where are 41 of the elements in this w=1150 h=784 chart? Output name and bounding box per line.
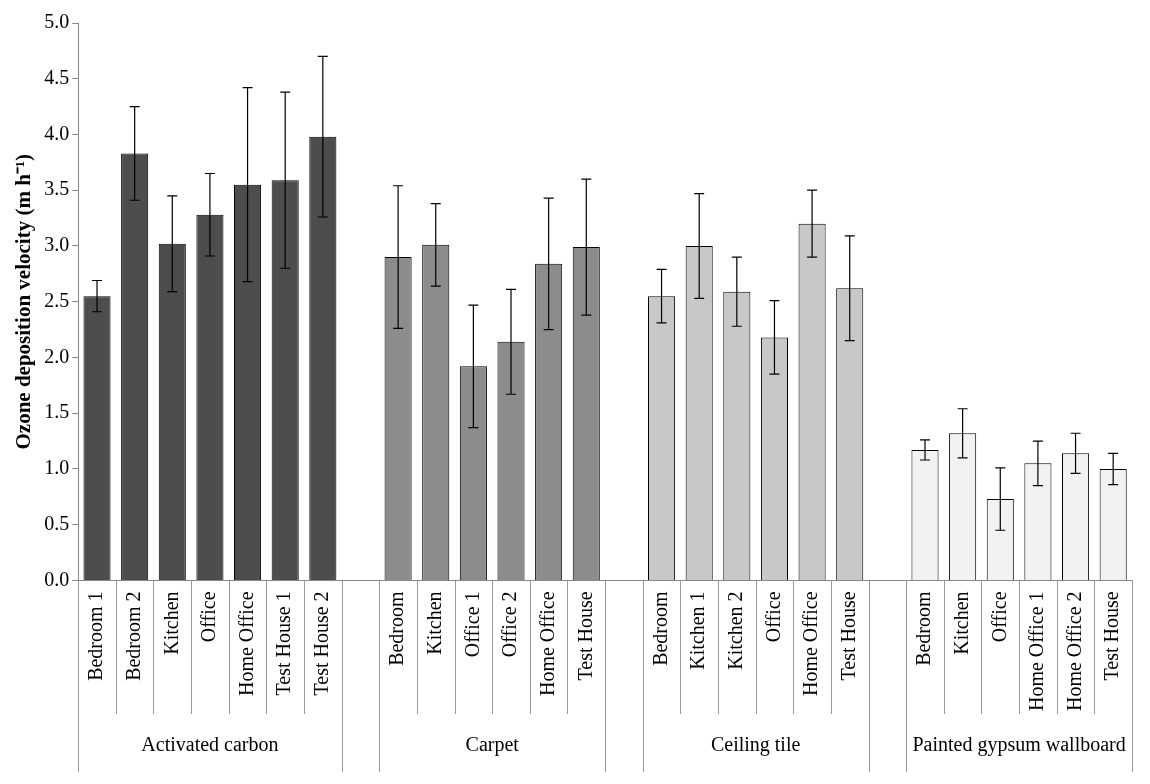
x-tick-label: Kitchen 2 bbox=[724, 591, 747, 670]
x-tick-label: Home Office 1 bbox=[1025, 591, 1048, 711]
text: Activated carbon bbox=[141, 733, 279, 756]
x-tick-label: Test House bbox=[573, 591, 596, 681]
x-tick-label: Test House bbox=[836, 591, 859, 681]
x-tick-label: Test House 1 bbox=[272, 591, 295, 696]
y-tick-label: 4.5 bbox=[44, 65, 70, 88]
y-tick-label: 0.0 bbox=[44, 567, 70, 590]
text: Carpet bbox=[465, 733, 520, 757]
y-tick-label: 2.5 bbox=[44, 288, 70, 311]
x-tick-label: Office bbox=[761, 591, 784, 643]
x-tick-label: Office bbox=[987, 591, 1010, 643]
x-tick-label: Kitchen bbox=[422, 591, 445, 655]
y-tick-label: 1.0 bbox=[44, 456, 70, 479]
y-tick-label: 1.5 bbox=[44, 400, 70, 423]
x-tick-label: Office 1 bbox=[460, 591, 483, 658]
x-tick-label: Office bbox=[197, 591, 220, 643]
x-tick-label: Home Office bbox=[799, 591, 822, 696]
y-tick-label: 3.5 bbox=[44, 177, 70, 200]
text: Painted gypsum wallboard bbox=[912, 733, 1126, 757]
x-tick-label: Kitchen bbox=[949, 591, 972, 655]
x-tick-label: Bedroom bbox=[648, 590, 671, 666]
x-tick-label: Bedroom bbox=[912, 590, 935, 666]
y-axis-title: Ozone deposition velocity (m h⁻¹) bbox=[11, 153, 36, 450]
x-tick-label: Kitchen 1 bbox=[686, 591, 709, 670]
x-tick-label: Test House 2 bbox=[310, 591, 333, 696]
x-tick-label: Home Office bbox=[535, 591, 558, 696]
y-tick-label: 5.0 bbox=[44, 10, 70, 33]
y-tick-label: 4.0 bbox=[44, 121, 70, 144]
y-tick-label: 0.5 bbox=[44, 511, 70, 534]
x-tick-label: Test House bbox=[1100, 591, 1123, 681]
y-tick-label: 3.0 bbox=[44, 233, 70, 256]
x-tick-label: Bedroom 1 bbox=[84, 591, 107, 681]
x-tick-label: Bedroom bbox=[385, 590, 408, 666]
text: Ceiling tile bbox=[710, 733, 801, 757]
x-tick-label: Kitchen bbox=[159, 591, 182, 655]
x-tick-label: Home Office bbox=[234, 591, 257, 696]
y-tick-label: 2.0 bbox=[44, 344, 70, 367]
x-tick-label: Office 2 bbox=[498, 591, 521, 658]
x-tick-label: Bedroom 2 bbox=[121, 591, 144, 681]
x-tick-label: Home Office 2 bbox=[1062, 591, 1085, 711]
